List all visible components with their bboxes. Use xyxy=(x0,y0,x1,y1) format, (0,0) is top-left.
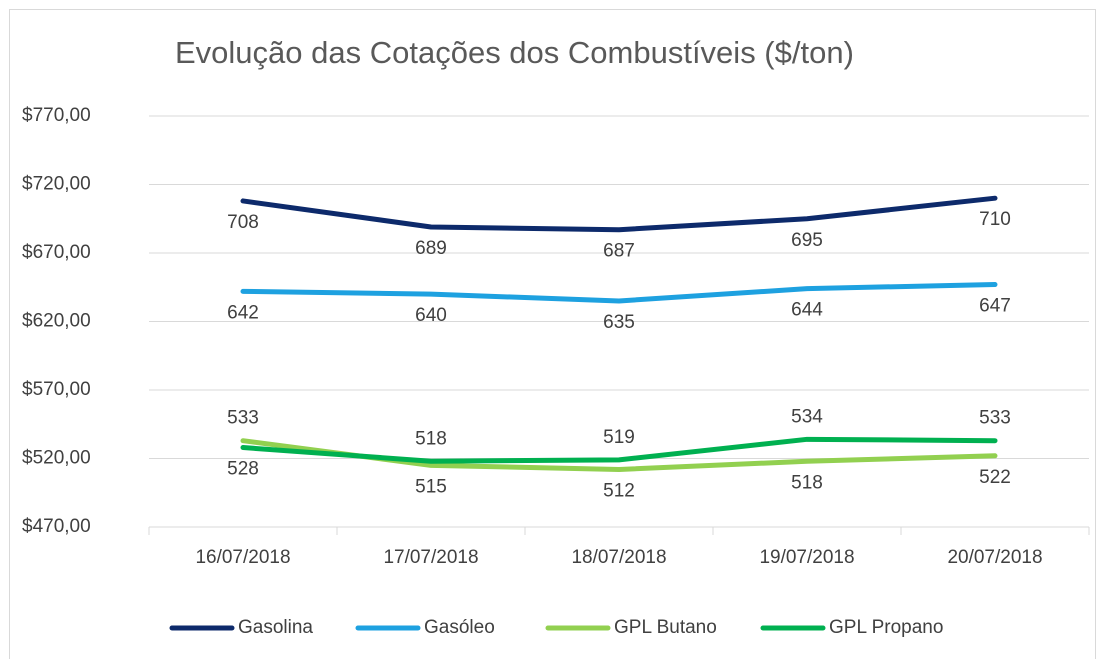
data-label: 635 xyxy=(603,312,635,333)
y-tick-label: $570,00 xyxy=(22,379,91,400)
x-tick-label: 18/07/2018 xyxy=(571,547,666,568)
data-label: 642 xyxy=(227,302,259,323)
data-label: 647 xyxy=(979,296,1011,317)
data-label: 534 xyxy=(791,406,823,427)
y-tick-label: $720,00 xyxy=(22,174,91,195)
legend-label: GPL Propano xyxy=(829,617,943,638)
chart-title: Evolução das Cotações dos Combustíveis (… xyxy=(175,35,854,70)
data-label: 518 xyxy=(791,472,823,493)
data-label: 640 xyxy=(415,305,447,326)
data-label: 533 xyxy=(979,408,1011,429)
data-label: 522 xyxy=(979,467,1011,488)
y-tick-label: $520,00 xyxy=(22,448,91,469)
legend-label: GPL Butano xyxy=(614,617,717,638)
data-label: 512 xyxy=(603,480,635,501)
data-label: 533 xyxy=(227,408,259,429)
data-label: 515 xyxy=(415,476,447,497)
data-label: 519 xyxy=(603,427,635,448)
x-tick-label: 17/07/2018 xyxy=(383,547,478,568)
x-tick-label: 19/07/2018 xyxy=(759,547,854,568)
legend-label: Gasóleo xyxy=(424,617,495,638)
data-label: 528 xyxy=(227,459,259,480)
x-tick-label: 16/07/2018 xyxy=(195,547,290,568)
data-label: 518 xyxy=(415,428,447,449)
data-label: 695 xyxy=(791,230,823,251)
data-label: 710 xyxy=(979,209,1011,230)
data-label: 689 xyxy=(415,238,447,259)
data-label: 687 xyxy=(603,241,635,262)
series-line xyxy=(240,282,998,304)
x-tick-label: 20/07/2018 xyxy=(947,547,1042,568)
data-label: 708 xyxy=(227,212,259,233)
data-label: 644 xyxy=(791,300,823,321)
y-tick-label: $770,00 xyxy=(22,105,91,126)
legend-label: Gasolina xyxy=(238,617,313,638)
y-tick-label: $620,00 xyxy=(22,311,91,332)
series-line xyxy=(240,436,998,464)
y-tick-label: $470,00 xyxy=(22,516,91,537)
series-line xyxy=(240,195,998,233)
y-tick-label: $670,00 xyxy=(22,242,91,263)
chart-frame xyxy=(9,9,1096,660)
